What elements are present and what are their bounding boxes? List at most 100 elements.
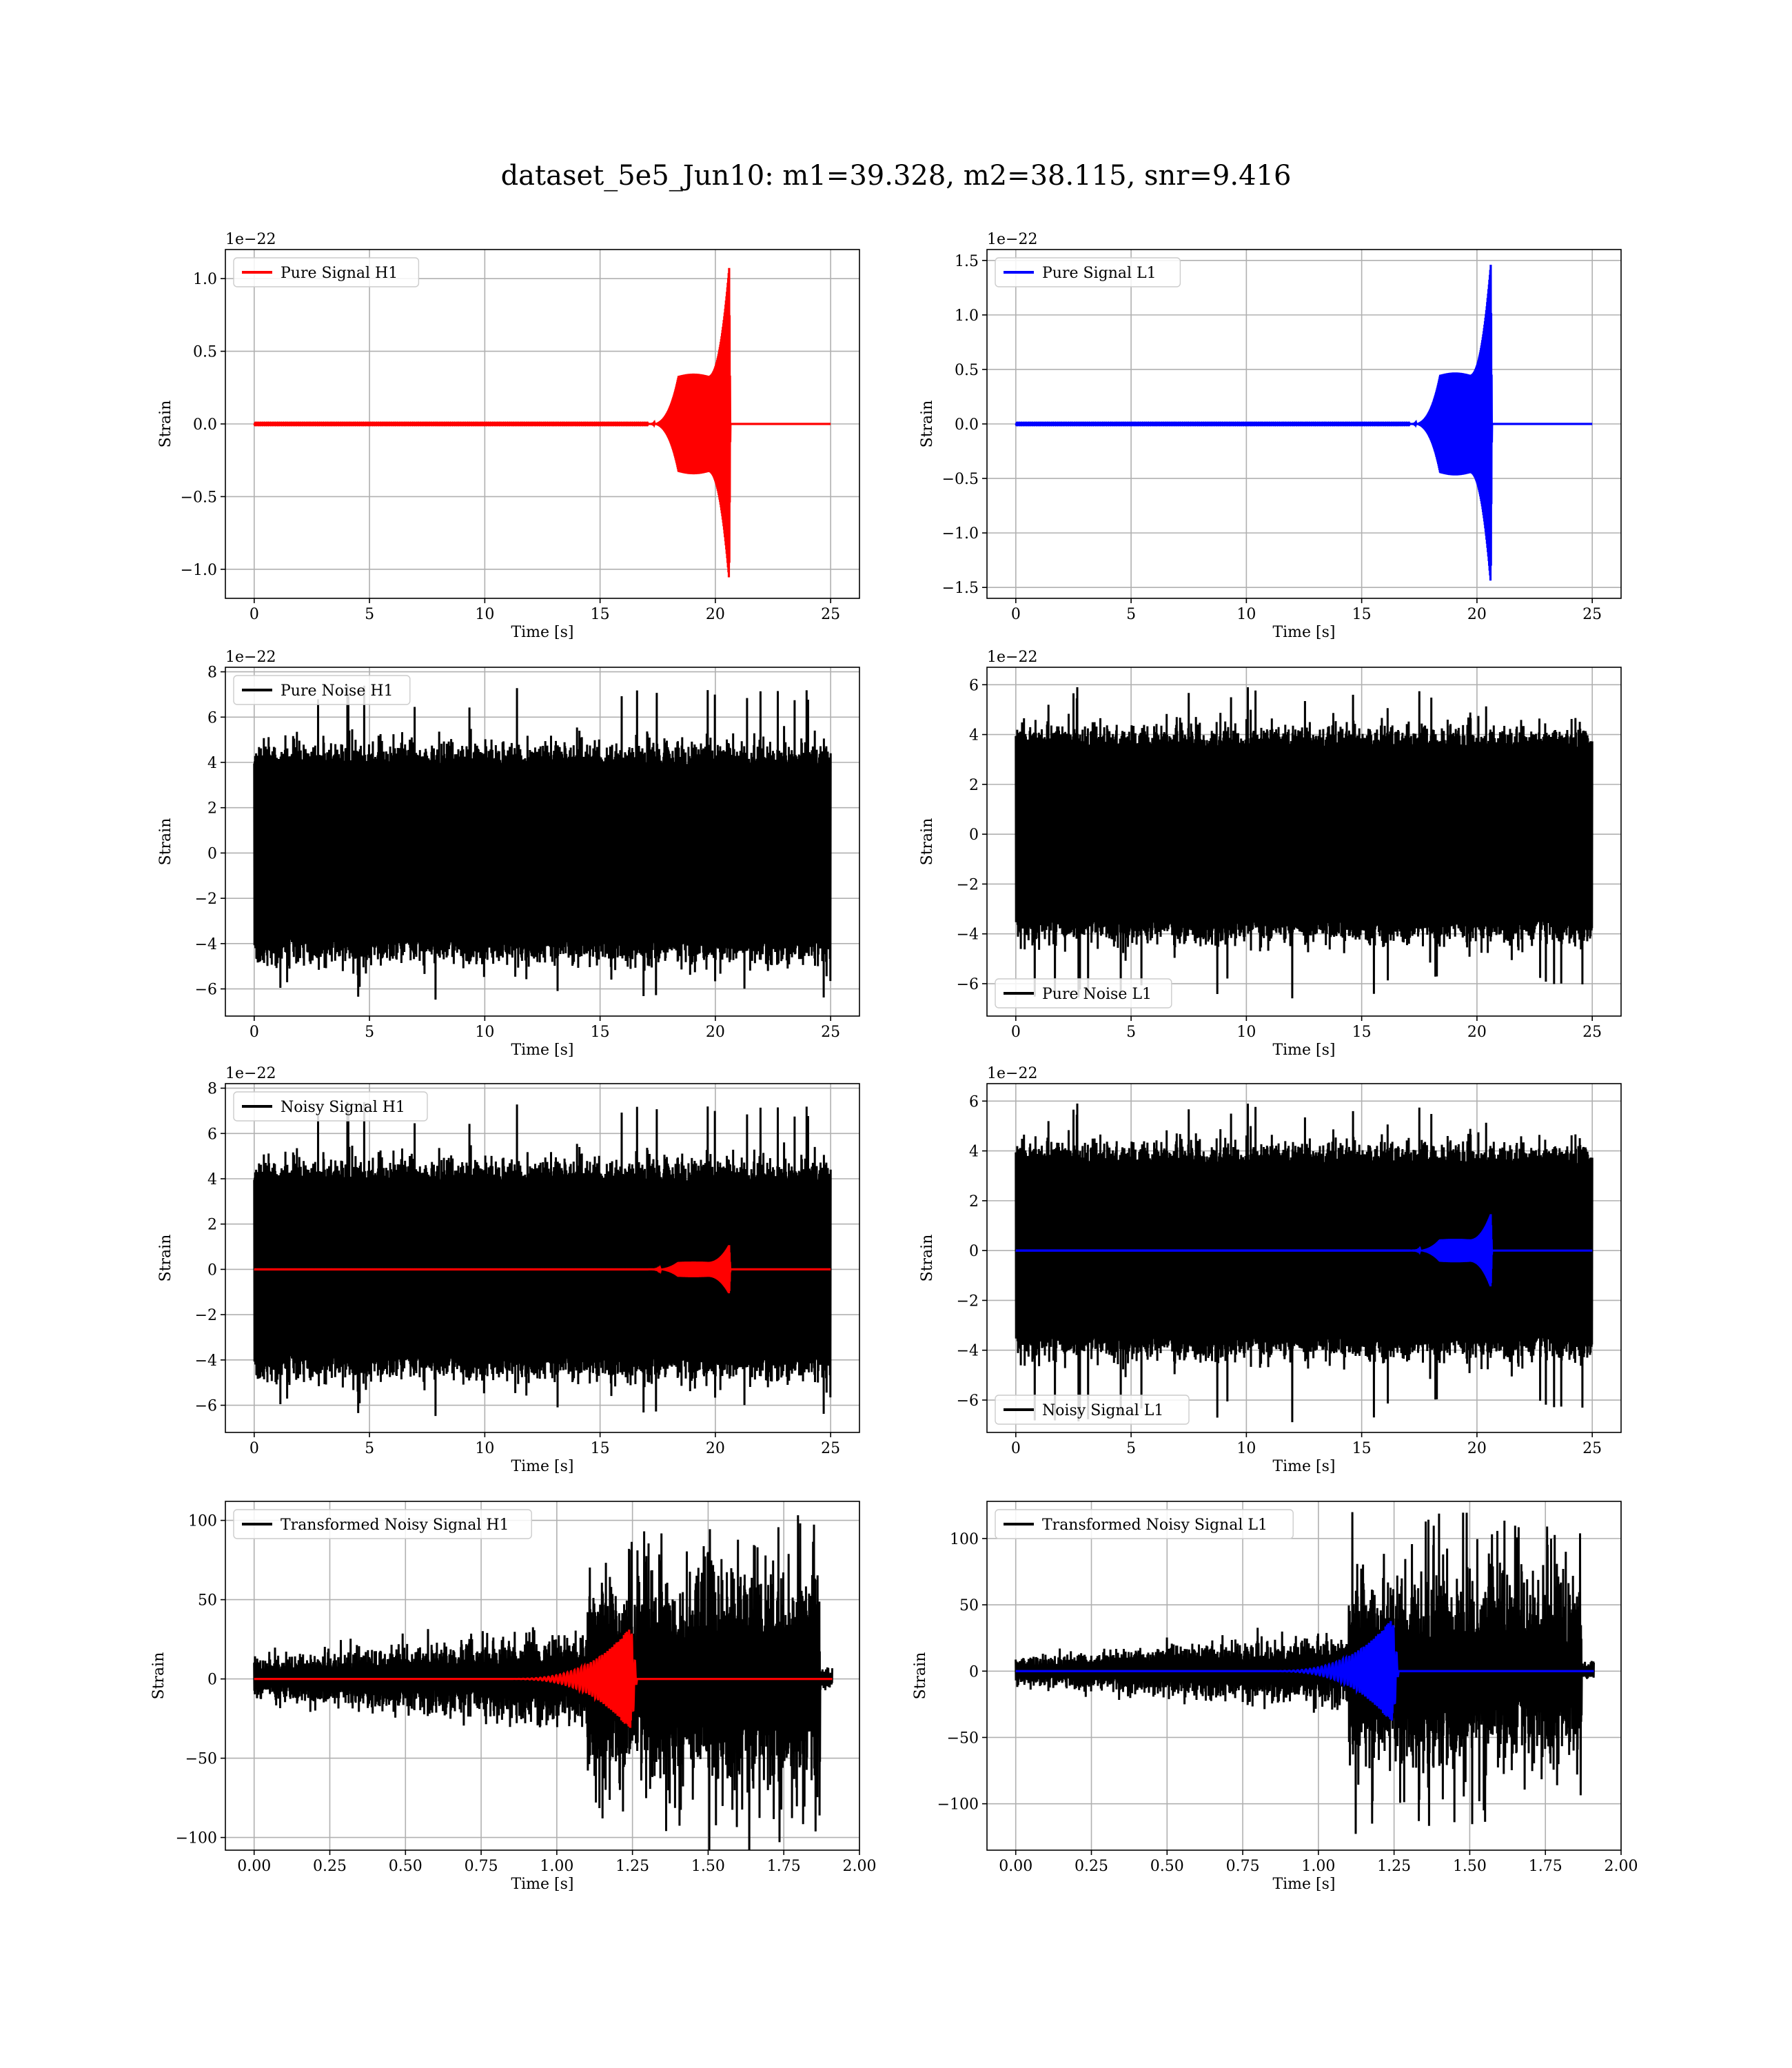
- x-tick-label: 25: [821, 606, 840, 623]
- series-line: [254, 1630, 833, 1728]
- x-tick-label: 1.75: [1529, 1858, 1562, 1875]
- series-group: [253, 685, 832, 1000]
- y-offset-text: 1e−22: [987, 231, 1037, 248]
- x-tick-label: 2.00: [1605, 1858, 1638, 1875]
- x-tick-label: 0.00: [999, 1858, 1032, 1875]
- legend: Pure Noise L1: [995, 978, 1172, 1008]
- legend: Pure Signal L1: [995, 257, 1181, 287]
- y-tick-label: 4: [969, 1144, 979, 1161]
- y-axis-label: Strain: [919, 401, 936, 448]
- x-tick-label: 20: [706, 1024, 725, 1041]
- y-tick-label: −1.0: [942, 525, 979, 543]
- series-group: [1015, 1103, 1594, 1423]
- x-axis-label: Time [s]: [511, 1458, 573, 1475]
- x-tick-label: 5: [1126, 606, 1136, 623]
- x-tick-label: 5: [1126, 1440, 1136, 1457]
- series-line: [253, 685, 832, 1000]
- panel-transformed-noisy-signal-h1: 0.00 0.25 0.50 0.75 1.00 1.25 1.50 1.75 2.00 −100…: [150, 1501, 876, 1893]
- y-tick-label: −2: [957, 876, 979, 893]
- series-line: [1015, 687, 1594, 999]
- y-tick-label: 6: [207, 1126, 217, 1143]
- x-tick-label: 5: [365, 1440, 374, 1457]
- x-tick-label: 0.50: [1150, 1858, 1184, 1875]
- x-axis-label: Time [s]: [1272, 1458, 1335, 1475]
- series-group: [253, 1102, 832, 1417]
- x-tick-label: 5: [1126, 1024, 1136, 1041]
- x-tick-label: 0: [250, 1024, 259, 1041]
- x-tick-label: 0.75: [465, 1858, 498, 1875]
- y-axis-label: Strain: [157, 401, 174, 448]
- y-tick-label: −2: [195, 891, 217, 908]
- legend-entry: Noisy Signal H1: [281, 1099, 405, 1116]
- legend-frame: [233, 675, 411, 705]
- series-group: [253, 1515, 833, 1850]
- plot-frame: [986, 1501, 1622, 1851]
- x-tick-label: 0.25: [1075, 1858, 1108, 1875]
- x-axis-label: Time [s]: [1272, 1042, 1335, 1059]
- legend-entry: Transformed Noisy Signal H1: [281, 1517, 509, 1534]
- legend-frame: [233, 1091, 428, 1122]
- x-tick-label: 20: [706, 606, 725, 623]
- y-offset-text: 1e−22: [987, 649, 1037, 666]
- legend-frame: [995, 257, 1181, 287]
- y-axis-label: Strain: [912, 1652, 929, 1700]
- x-tick-label: 0: [1011, 1024, 1021, 1041]
- x-tick-label: 10: [1236, 1440, 1256, 1457]
- x-tick-label: 1.75: [767, 1858, 801, 1875]
- x-tick-label: 5: [365, 1024, 374, 1041]
- legend: Noisy Signal H1: [233, 1091, 428, 1122]
- x-tick-label: 10: [475, 606, 494, 623]
- x-tick-label: 15: [1352, 1024, 1372, 1041]
- x-tick-label: 10: [475, 1440, 494, 1457]
- x-tick-label: 0.50: [389, 1858, 422, 1875]
- series-group: [253, 267, 831, 578]
- x-tick-label: 1.25: [615, 1858, 649, 1875]
- y-tick-label: 8: [207, 1081, 217, 1098]
- panel-pure-signal-h1: 0 5 10 15 20 25 −1.0 −0.5 0.0 0.5 1.0 Time [s] Strai…: [157, 231, 860, 641]
- series-line: [1015, 1512, 1595, 1834]
- y-tick-label: −6: [957, 976, 979, 993]
- y-tick-label: −1.5: [942, 580, 979, 597]
- legend: Pure Signal H1: [233, 257, 420, 287]
- series-line: [253, 1102, 832, 1417]
- x-tick-label: 25: [1582, 1024, 1602, 1041]
- y-tick-label: 0.0: [193, 416, 217, 434]
- x-tick-label: 20: [1467, 1440, 1487, 1457]
- panel-pure-noise-h1: 0 5 10 15 20 25 −6 −4 −2 0 2 4 6 8 Time [s] Strain 1e−22…: [157, 649, 860, 1059]
- y-tick-label: 4: [207, 1171, 217, 1188]
- legend-frame: [995, 1395, 1190, 1425]
- y-tick-label: −6: [957, 1392, 979, 1410]
- legend-entry: Pure Noise L1: [1042, 986, 1152, 1003]
- x-tick-label: 5: [365, 606, 374, 623]
- y-tick-label: 0: [207, 845, 217, 862]
- x-tick-label: 10: [1236, 1024, 1256, 1041]
- x-tick-label: 1.50: [1453, 1858, 1487, 1875]
- panel-pure-noise-l1: 0 5 10 15 20 25 −6 −4 −2 0 2 4 6 Time [s] Strain 1e−22 P…: [919, 649, 1622, 1059]
- y-tick-label: 1.5: [955, 253, 979, 270]
- series-line: [254, 1245, 831, 1294]
- series-line: [253, 267, 831, 578]
- legend: Transformed Noisy Signal L1: [995, 1509, 1294, 1539]
- y-tick-label: 2: [207, 1217, 217, 1234]
- y-tick-label: 0.5: [193, 344, 217, 361]
- y-tick-label: −50: [947, 1730, 979, 1747]
- x-tick-label: 2.00: [843, 1858, 877, 1875]
- y-tick-label: −4: [195, 1352, 217, 1370]
- legend-frame: [995, 1509, 1294, 1539]
- y-tick-label: 4: [969, 727, 979, 744]
- x-tick-label: 15: [591, 1024, 610, 1041]
- x-tick-label: 0: [1011, 1440, 1021, 1457]
- y-tick-label: 0: [207, 1261, 217, 1279]
- y-tick-label: −4: [957, 926, 979, 944]
- y-tick-label: −2: [195, 1307, 217, 1324]
- y-tick-label: −100: [937, 1796, 979, 1814]
- y-tick-label: 6: [969, 677, 979, 694]
- x-tick-label: 25: [1582, 1440, 1602, 1457]
- y-tick-label: 0: [207, 1672, 217, 1689]
- y-axis-label: Strain: [157, 818, 174, 866]
- y-tick-label: 0.5: [955, 362, 979, 379]
- series-group: [1015, 265, 1593, 581]
- series-line: [1015, 1621, 1594, 1721]
- x-tick-label: 0.25: [313, 1858, 347, 1875]
